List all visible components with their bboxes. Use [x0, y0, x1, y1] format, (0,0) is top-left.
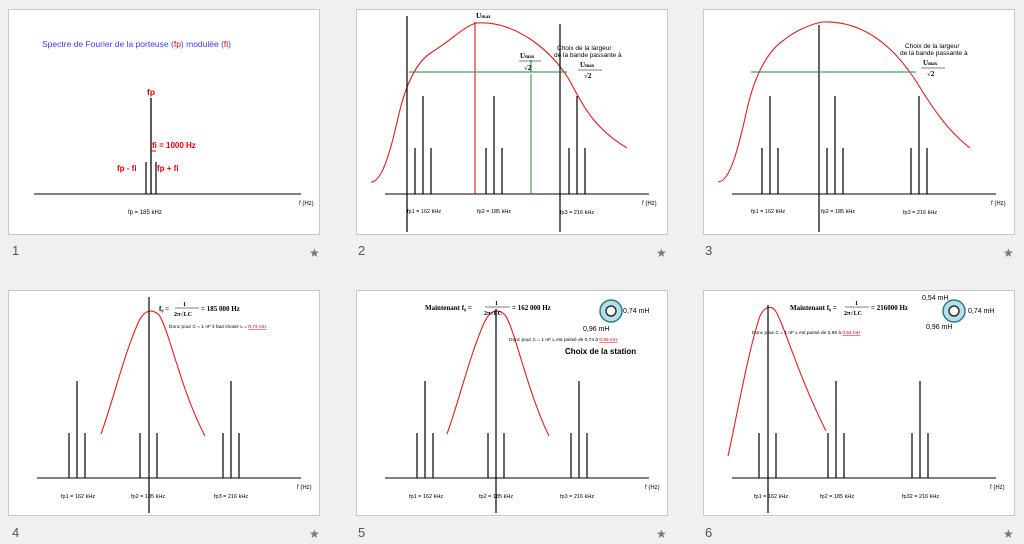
fp3-label: fp3 = 216 kHz [903, 210, 937, 216]
fp2-label: fp2 = 185 kHz [821, 209, 855, 215]
svg-text:√2: √2 [927, 70, 935, 78]
fp-plus-fi-label: fp + fi [157, 164, 179, 173]
svg-text:2π√LC: 2π√LC [484, 310, 502, 317]
animation-star-icon[interactable]: ★ [309, 527, 320, 541]
fp3-label: fp32 = 216 kHz [902, 494, 939, 500]
fp2-label: fp2 = 185 kHz [131, 494, 165, 500]
fp3-label: fp3 = 216 kHz [560, 494, 594, 500]
coil-value-top: 0,54 mH [922, 295, 948, 302]
svg-text:= 185 000 Hz: = 185 000 Hz [201, 305, 240, 313]
fp1-label: fp1 = 162 kHz [61, 494, 95, 500]
fp3-label: fp3 = 216 kHz [214, 494, 248, 500]
svg-text:= 216000 Hz: = 216000 Hz [871, 304, 908, 312]
fp1-label: fp1 = 162 kHz [407, 209, 441, 215]
coil-value-right: 0,74 mH [968, 308, 994, 315]
bandwidth-note: Choix de la largeur [557, 45, 612, 52]
f-axis-label: f (Hz) [299, 201, 314, 207]
note-text: Donc pour C = 1 nF L est passé de 0,74 à… [509, 337, 618, 343]
fp-value-label: fp = 185 kHz [128, 210, 162, 216]
svg-text:Umax: Umax [923, 59, 938, 67]
svg-text:√2: √2 [524, 64, 532, 72]
umax-label: Umax [476, 11, 491, 20]
slide-thumbnail-4[interactable]: f₀ = 1 2π√LC = 185 000 Hz Donc pour C = … [8, 290, 320, 516]
svg-text:f (Hz): f (Hz) [990, 485, 1005, 491]
fp2-label: fp2 = 185 kHz [477, 209, 511, 215]
svg-text:1: 1 [855, 301, 858, 307]
fp-minus-fi-label: fp - fi [117, 164, 137, 173]
svg-text:2π√LC: 2π√LC [844, 310, 862, 317]
coil-knob-icon[interactable] [599, 299, 623, 323]
slide-number-3: 3 [705, 243, 713, 258]
slide-1-title: Spectre de Fourier de la porteuse (fp) m… [42, 39, 231, 49]
svg-text:f (Hz): f (Hz) [642, 201, 657, 207]
slide-number-4: 4 [12, 525, 20, 540]
slide-3-canvas: Choix de la largeur de la bande passante… [717, 21, 1006, 232]
animation-star-icon[interactable]: ★ [1003, 246, 1014, 260]
resonance-curve [100, 310, 206, 437]
svg-text:de la bande passante à: de la bande passante à [554, 52, 622, 59]
coil-knob-icon[interactable] [942, 299, 966, 323]
slide-number-2: 2 [358, 243, 366, 258]
slide-thumbnail-2[interactable]: Umax Umax √2 Choix de la largeur de la b… [356, 9, 668, 235]
animation-star-icon[interactable]: ★ [309, 246, 320, 260]
svg-text:de la bande passante à: de la bande passante à [900, 50, 968, 57]
note-text: Donc pour C = 1 nF L est passé de 0,96 à… [752, 330, 861, 336]
slide-number-6: 6 [705, 525, 713, 540]
fi-label: fi = 1000 Hz [152, 141, 196, 150]
slide-6-canvas: Maintenant f₀ = 1 2π√LC = 216000 Hz 0,54… [727, 295, 1005, 513]
resonance-formula: f₀ = [159, 305, 169, 313]
svg-text:f (Hz): f (Hz) [297, 485, 312, 491]
svg-text:1: 1 [183, 302, 186, 308]
slide-thumbnail-5[interactable]: Maintenant f₀ = 1 2π√LC = 162 000 Hz 0,7… [356, 290, 668, 516]
slide-thumbnail-3[interactable]: Choix de la largeur de la bande passante… [703, 9, 1015, 235]
resonance-formula: Maintenant f₀ = [790, 304, 837, 312]
svg-text:f (Hz): f (Hz) [991, 201, 1006, 207]
fp2-label: fp2 = 185 kHz [820, 494, 854, 500]
fp-label: fp [147, 87, 155, 97]
coil-value-below: 0,96 mH [926, 324, 952, 331]
fp1-label: fp1 = 162 kHz [409, 494, 443, 500]
bandwidth-note: Choix de la largeur [905, 43, 960, 50]
coil-value-right: 0,74 mH [623, 308, 649, 315]
svg-text:2π√LC: 2π√LC [174, 311, 192, 318]
coil-value-below: 0,96 mH [583, 326, 609, 333]
svg-text:= 162 000 Hz: = 162 000 Hz [512, 304, 551, 312]
animation-star-icon[interactable]: ★ [656, 246, 667, 260]
resonance-formula: Maintenant f₀ = [425, 304, 472, 312]
fp1-label: fp1 = 162 kHz [754, 494, 788, 500]
slide-number-1: 1 [12, 243, 20, 258]
fp2-label: fp2 = 185 kHz [479, 494, 513, 500]
svg-text:√2: √2 [584, 72, 592, 80]
resonance-curve [446, 310, 550, 437]
resonance-curve [370, 22, 628, 183]
slide-2-canvas: Umax Umax √2 Choix de la largeur de la b… [370, 11, 657, 232]
resonance-curve [727, 306, 827, 457]
resonance-curve [717, 21, 971, 183]
slide-thumbnail-1[interactable]: Spectre de Fourier de la porteuse (fp) m… [8, 9, 320, 235]
fp1-label: fp1 = 162 kHz [751, 209, 785, 215]
animation-star-icon[interactable]: ★ [656, 527, 667, 541]
slide-5-canvas: Maintenant f₀ = 1 2π√LC = 162 000 Hz 0,7… [385, 299, 660, 513]
slide-1-canvas: Spectre de Fourier de la porteuse (fp) m… [34, 39, 314, 216]
slide-4-canvas: f₀ = 1 2π√LC = 185 000 Hz Donc pour C = … [37, 297, 312, 513]
fp3-label: fp3 = 216 kHz [560, 210, 594, 216]
slide-thumbnail-6[interactable]: Maintenant f₀ = 1 2π√LC = 216000 Hz 0,54… [703, 290, 1015, 516]
svg-text:Umax: Umax [520, 52, 535, 60]
svg-text:f (Hz): f (Hz) [645, 485, 660, 491]
station-choice-label: Choix de la station [565, 347, 636, 356]
animation-star-icon[interactable]: ★ [1003, 527, 1014, 541]
slide-number-5: 5 [358, 525, 366, 540]
svg-text:Umax: Umax [580, 61, 595, 69]
note-text: Donc pour C = 1 nF il faut choisir L = 0… [169, 324, 267, 330]
svg-text:1: 1 [495, 301, 498, 307]
